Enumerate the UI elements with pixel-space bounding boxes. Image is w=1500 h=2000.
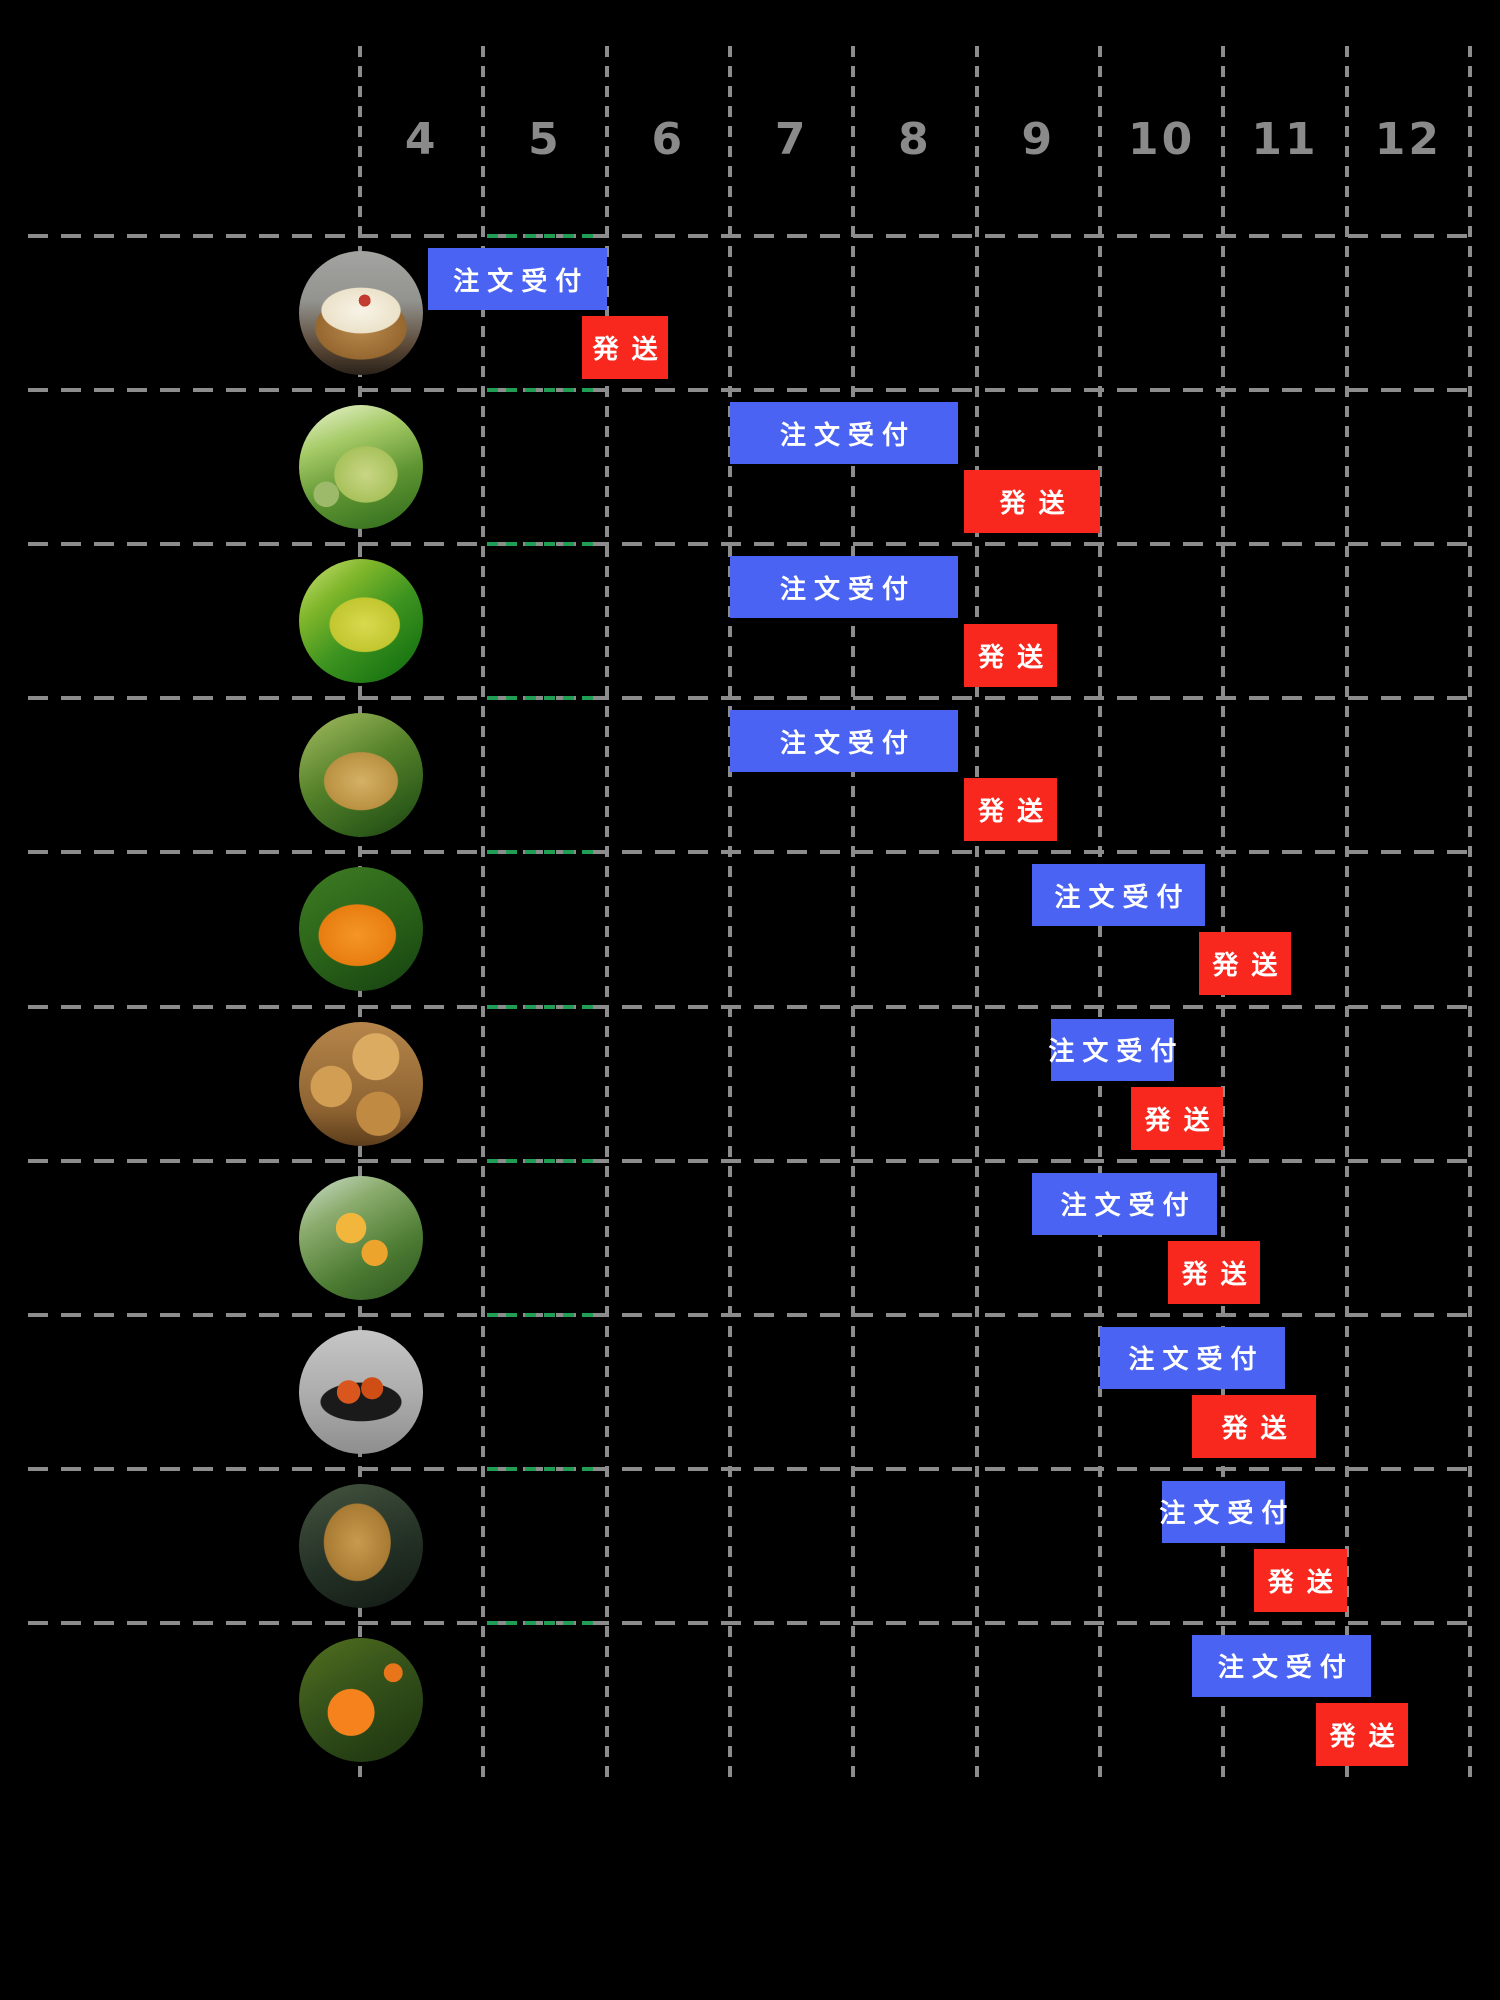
row-separator-green-segment: [487, 850, 601, 855]
yellow-persimmons-on-branch-photo: [299, 1175, 423, 1300]
month-tick-label: 7: [774, 114, 809, 165]
row-separator-green-segment: [487, 1466, 601, 1471]
row-separator-green-segment: [487, 542, 601, 547]
row-separator-line: [28, 1158, 1472, 1163]
row-separator-line: [28, 388, 1472, 393]
grid-vline-month-boundary: [481, 46, 486, 1778]
row-separator-line: [28, 1004, 1472, 1009]
row-separator-green-segment: [487, 1312, 601, 1317]
grid-vline-month-boundary: [1221, 46, 1226, 1778]
shipping-period-bar: 発送: [1192, 1394, 1316, 1458]
row-separator-line: [28, 696, 1472, 701]
row-separator-green-segment: [487, 1004, 601, 1009]
row-separator-line: [28, 850, 1472, 855]
grid-vline-month-boundary: [974, 46, 979, 1778]
month-tick-label: 8: [898, 114, 932, 165]
ripe-persimmon-on-tree-photo: [299, 1637, 423, 1762]
orange-persimmon-on-tree-photo: [299, 867, 423, 992]
row-separator-green-segment: [487, 388, 601, 393]
order-period-bar: 注文受付: [1032, 1172, 1218, 1235]
row-separator-green-segment: [487, 696, 601, 701]
row-separator-line: [28, 234, 1472, 238]
order-period-bar: 注文受付: [1159, 1480, 1287, 1543]
order-period-bar: 注文受付: [1192, 1634, 1372, 1697]
pile-of-russet-pears-photo: [299, 1021, 423, 1146]
shipping-period-bar: 発送: [1315, 1702, 1409, 1766]
grid-vline-month-boundary: [727, 46, 732, 1778]
grid-vline-month-boundary: [1344, 46, 1349, 1778]
russet-pear-closeup-photo: [299, 1483, 423, 1608]
shipping-period-bar: 発送: [1167, 1240, 1261, 1304]
order-period-bar: 注文受付: [729, 402, 959, 465]
shipping-period-bar: 発送: [1254, 1548, 1347, 1612]
shipping-period-bar: 発送: [581, 316, 669, 379]
shipping-period-bar: 発送: [964, 624, 1057, 688]
grid-vline-month-boundary: [1467, 46, 1472, 1778]
dried-persimmons-on-plate-photo: [299, 1329, 423, 1454]
row-separator-green-segment: [487, 234, 601, 238]
shipping-period-bar: 発送: [1198, 932, 1292, 996]
row-separator-line: [28, 1620, 1472, 1625]
grid-vline-month-boundary: [851, 46, 856, 1778]
row-separator-line: [28, 1312, 1472, 1317]
order-period-bar: 注文受付: [427, 248, 607, 310]
row-separator-green-segment: [487, 1620, 601, 1625]
row-separator-line: [28, 1466, 1472, 1471]
shipping-period-bar: 発送: [964, 778, 1057, 842]
month-tick-label: 6: [651, 114, 686, 165]
order-period-bar: 注文受付: [729, 710, 959, 773]
order-period-bar: 注文受付: [1048, 1018, 1176, 1081]
row-separator-green-segment: [487, 1158, 601, 1163]
month-tick-label: 10: [1128, 114, 1196, 165]
green-pear-on-tree-photo: [299, 405, 423, 530]
order-period-bar: 注文受付: [729, 556, 959, 619]
white-pear-slices-in-bowl-photo: [299, 251, 423, 375]
yellow-green-pear-on-tree-photo: [299, 559, 423, 684]
row-separator-line: [28, 542, 1472, 547]
order-period-bar: 注文受付: [1032, 864, 1205, 927]
month-tick-label: 9: [1021, 114, 1056, 165]
grid-vline-month-boundary: [604, 46, 609, 1778]
golden-russet-pear-on-tree-photo: [299, 713, 423, 838]
month-tick-label: 4: [404, 114, 439, 165]
order-period-bar: 注文受付: [1099, 1326, 1285, 1389]
month-tick-label: 11: [1251, 114, 1319, 165]
shipping-period-bar: 発送: [1130, 1086, 1224, 1150]
month-tick-label: 5: [528, 114, 562, 165]
shipping-period-bar: 発送: [964, 470, 1100, 534]
month-tick-label: 12: [1374, 114, 1442, 165]
